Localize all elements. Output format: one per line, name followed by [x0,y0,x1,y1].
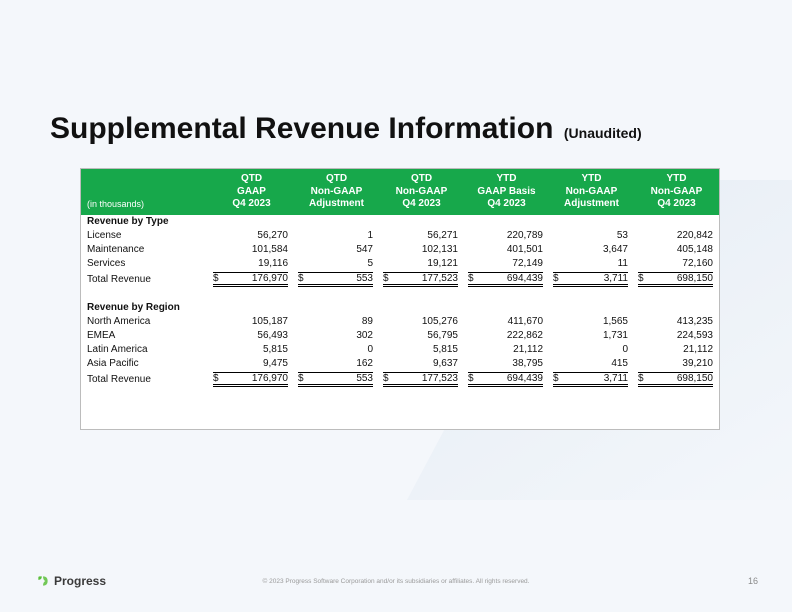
num-cell: 11 [549,257,634,271]
num-cell: 72,160 [634,257,719,271]
num-cell: 405,148 [634,243,719,257]
total-row: Total Revenue$176,970$553$177,523$694,43… [81,271,719,289]
page-subtitle: (Unaudited) [564,125,642,141]
col-head-2: QTDNon-GAAPQ4 2023 [379,169,464,215]
page-title: Supplemental Revenue Information [50,112,553,145]
table-row: EMEA56,49330256,795222,8621,731224,593 [81,329,719,343]
num-cell: $698,150 [634,371,719,389]
num-cell: $694,439 [464,371,549,389]
row-label: Maintenance [81,243,209,257]
row-label: Services [81,257,209,271]
page-number: 16 [748,576,758,586]
row-label: Latin America [81,343,209,357]
row-label: Total Revenue [81,371,209,389]
num-cell: $176,970 [209,271,294,289]
num-cell: 72,149 [464,257,549,271]
title-block: Supplemental Revenue Information (Unaudi… [50,112,750,146]
col-head-3: YTDGAAP BasisQ4 2023 [464,169,549,215]
num-cell: 105,276 [379,315,464,329]
num-cell: 3,647 [549,243,634,257]
num-cell: $177,523 [379,371,464,389]
num-cell: 56,271 [379,229,464,243]
num-cell: 102,131 [379,243,464,257]
num-cell: 401,501 [464,243,549,257]
num-cell: 220,789 [464,229,549,243]
num-cell: 19,121 [379,257,464,271]
num-cell: $553 [294,371,379,389]
num-cell: 21,112 [634,343,719,357]
num-cell: 53 [549,229,634,243]
table-row: Asia Pacific9,4751629,63738,79541539,210 [81,357,719,371]
num-cell: 9,475 [209,357,294,371]
revenue-table-container: (in thousands) QTDGAAPQ4 2023 QTDNon-GAA… [80,168,720,430]
num-cell: 0 [549,343,634,357]
num-cell: 56,493 [209,329,294,343]
num-cell: 302 [294,329,379,343]
col-head-1: QTDNon-GAAPAdjustment [294,169,379,215]
num-cell: 1,731 [549,329,634,343]
section-heading: Revenue by Region [81,301,719,315]
num-cell: 19,116 [209,257,294,271]
units-label: (in thousands) [81,169,209,215]
num-cell: $694,439 [464,271,549,289]
num-cell: 89 [294,315,379,329]
num-cell: 9,637 [379,357,464,371]
table-row: License56,270156,271220,78953220,842 [81,229,719,243]
num-cell: 1 [294,229,379,243]
num-cell: 224,593 [634,329,719,343]
num-cell: $3,711 [549,371,634,389]
num-cell: 56,270 [209,229,294,243]
num-cell: 101,584 [209,243,294,257]
num-cell: $3,711 [549,271,634,289]
num-cell: 56,795 [379,329,464,343]
num-cell: 162 [294,357,379,371]
table-body: Revenue by TypeLicense56,270156,271220,7… [81,215,719,429]
copyright: © 2023 Progress Software Corporation and… [0,578,792,585]
footer: Progress © 2023 Progress Software Corpor… [0,564,792,588]
row-label: Asia Pacific [81,357,209,371]
table-row: Latin America5,81505,81521,112021,112 [81,343,719,357]
total-row: Total Revenue$176,970$553$177,523$694,43… [81,371,719,389]
num-cell: 105,187 [209,315,294,329]
num-cell: 5 [294,257,379,271]
col-head-5: YTDNon-GAAPQ4 2023 [634,169,719,215]
col-head-0: QTDGAAPQ4 2023 [209,169,294,215]
num-cell: 220,842 [634,229,719,243]
table-header: (in thousands) QTDGAAPQ4 2023 QTDNon-GAA… [81,169,719,215]
num-cell: 5,815 [379,343,464,357]
row-label: EMEA [81,329,209,343]
num-cell: $176,970 [209,371,294,389]
row-label: North America [81,315,209,329]
num-cell: 21,112 [464,343,549,357]
table-row: Services19,116519,12172,1491172,160 [81,257,719,271]
table-row: North America105,18789105,276411,6701,56… [81,315,719,329]
num-cell: 411,670 [464,315,549,329]
num-cell: 0 [294,343,379,357]
num-cell: 413,235 [634,315,719,329]
num-cell: 38,795 [464,357,549,371]
num-cell: 1,565 [549,315,634,329]
num-cell: 5,815 [209,343,294,357]
num-cell: $177,523 [379,271,464,289]
num-cell: $553 [294,271,379,289]
num-cell: 415 [549,357,634,371]
table-row: Maintenance101,584547102,131401,5013,647… [81,243,719,257]
num-cell: 39,210 [634,357,719,371]
section-heading: Revenue by Type [81,215,719,229]
revenue-table: (in thousands) QTDGAAPQ4 2023 QTDNon-GAA… [81,169,719,429]
num-cell: 547 [294,243,379,257]
num-cell: 222,862 [464,329,549,343]
num-cell: $698,150 [634,271,719,289]
col-head-4: YTDNon-GAAPAdjustment [549,169,634,215]
row-label: License [81,229,209,243]
row-label: Total Revenue [81,271,209,289]
